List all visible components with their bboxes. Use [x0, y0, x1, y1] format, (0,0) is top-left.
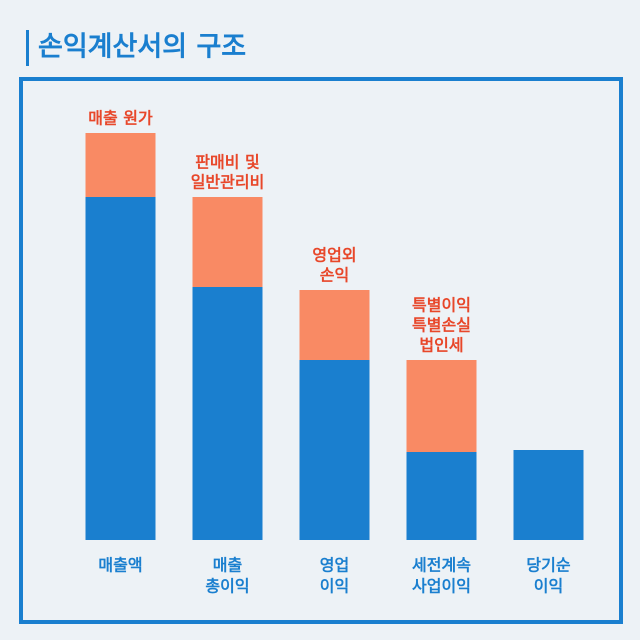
bar-segment — [406, 360, 477, 452]
annotation: 손익 — [320, 266, 349, 285]
category-label: 사업이익 — [412, 577, 471, 596]
bar-segment — [299, 360, 370, 540]
bar-segment — [192, 197, 263, 287]
category-label: 당기순 — [526, 556, 570, 575]
bar-segment — [85, 133, 156, 197]
annotation: 영업외 — [312, 246, 356, 265]
bar-segment — [192, 287, 263, 540]
bar-segment — [513, 450, 584, 540]
bar-segment — [406, 452, 477, 540]
annotation: 특별손실 — [412, 316, 471, 335]
category-label: 이익 — [320, 577, 349, 596]
annotation: 일반관리비 — [191, 173, 265, 192]
chart-title: 손익계산서의 구조 — [38, 32, 246, 63]
category-label: 이익 — [534, 577, 563, 596]
category-label: 세전계속 — [412, 556, 471, 575]
category-label: 매출액 — [98, 556, 142, 575]
annotation: 판매비 및 — [195, 153, 259, 172]
title-bar — [26, 30, 29, 66]
annotation: 법인세 — [419, 336, 463, 355]
bar-segment — [299, 290, 370, 360]
category-label: 총이익 — [205, 577, 249, 596]
category-label: 매출 — [213, 556, 243, 575]
frame — [19, 77, 623, 624]
category-label: 영업 — [320, 556, 349, 575]
annotation: 매출 원가 — [88, 109, 153, 128]
bar-segment — [85, 197, 156, 540]
annotation: 특별이익 — [412, 296, 471, 315]
